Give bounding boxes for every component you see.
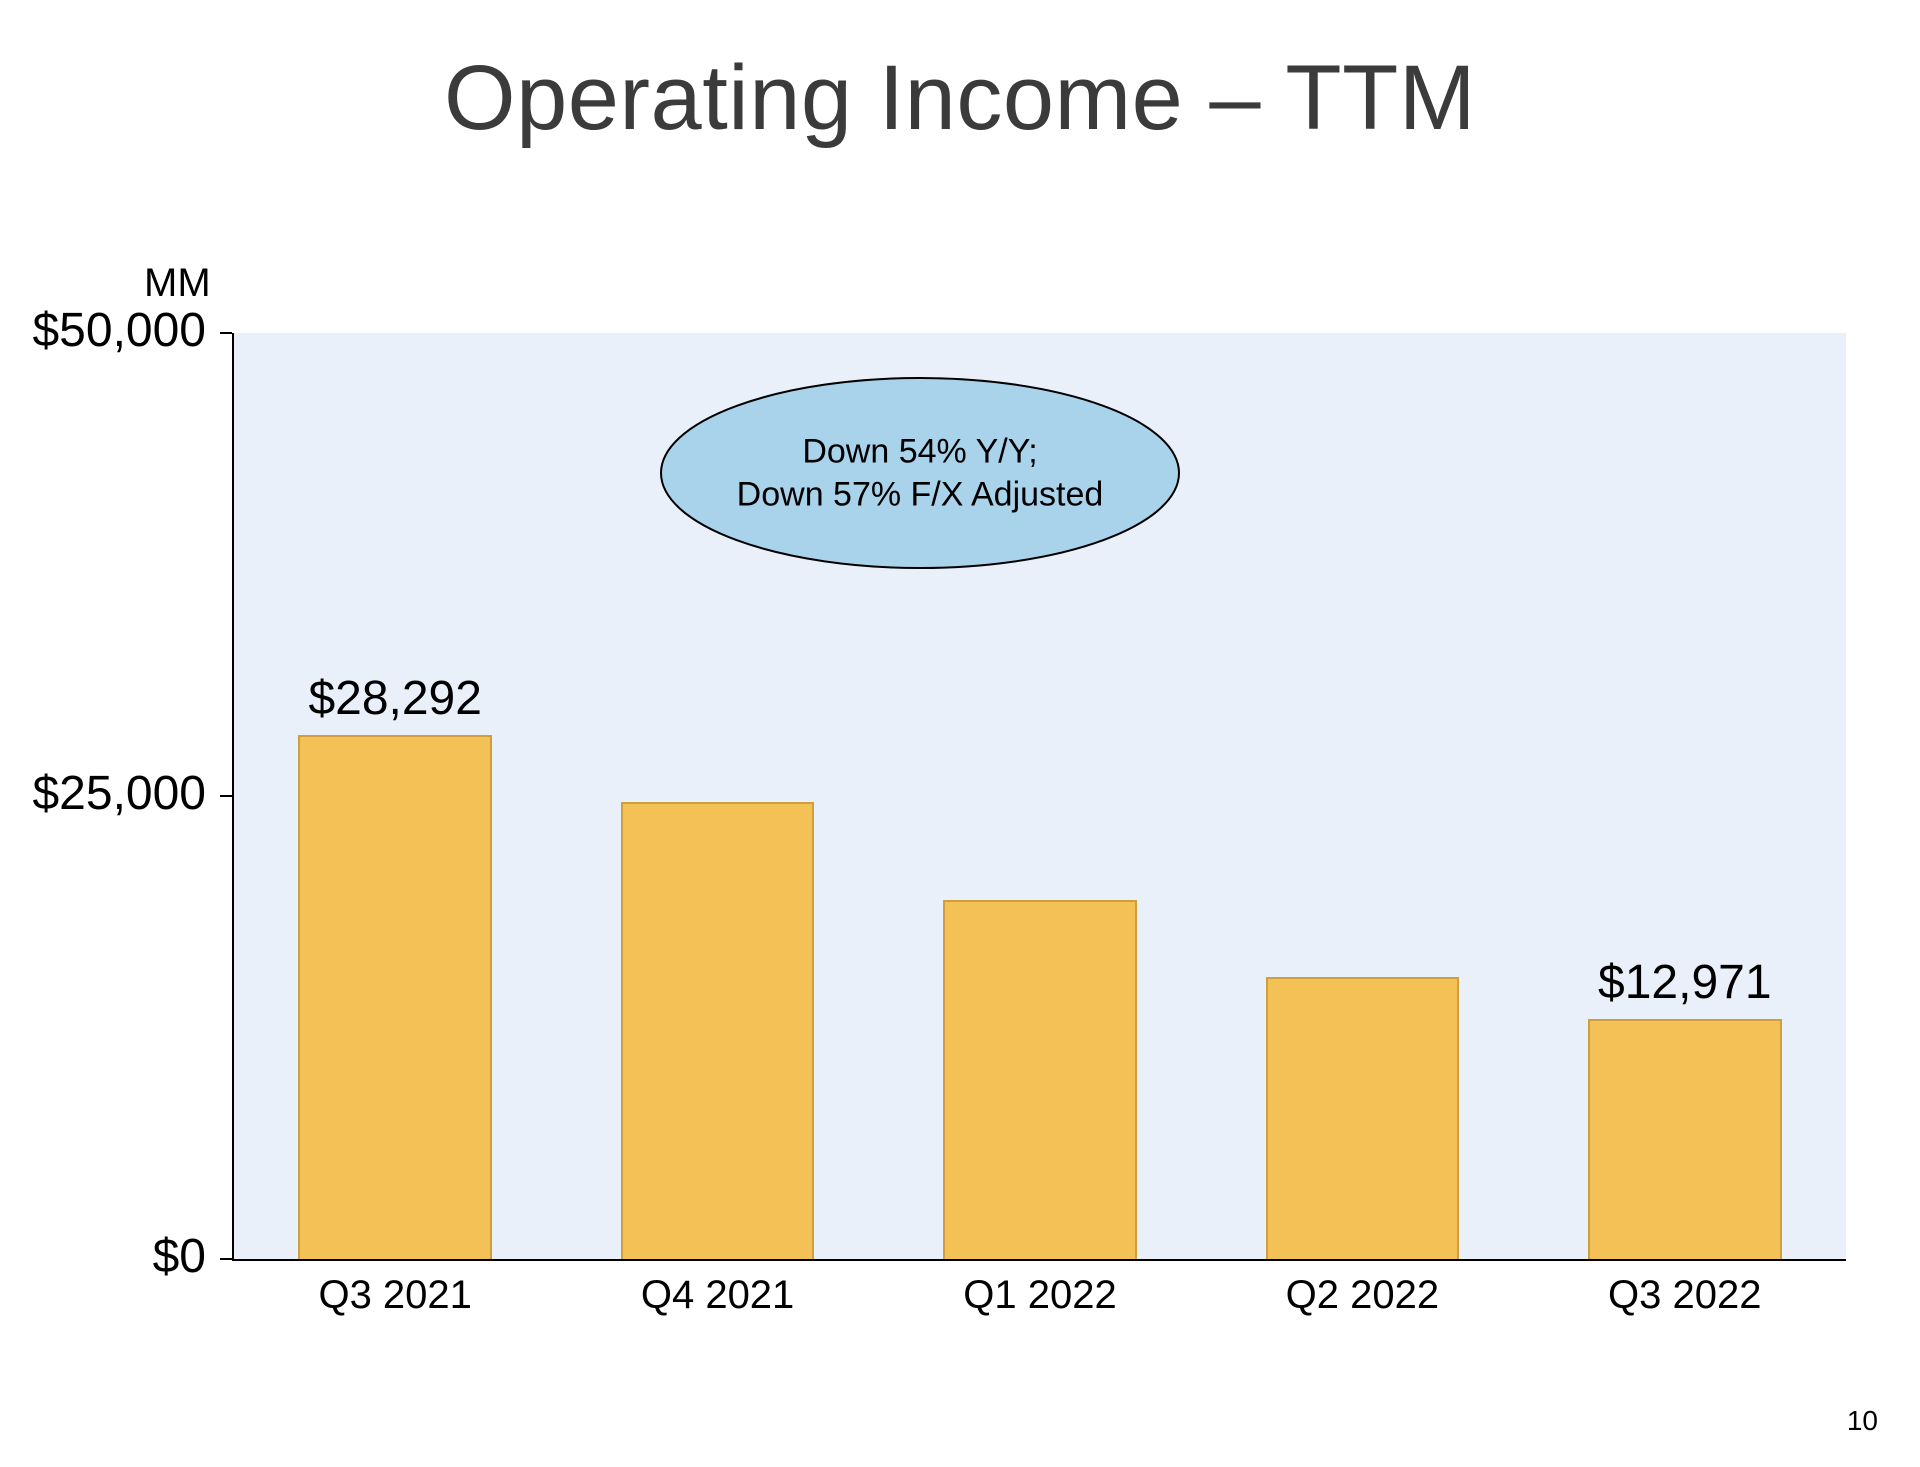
y-tick-label: $50,000 (0, 303, 206, 358)
y-axis (232, 333, 234, 1259)
y-tick (220, 332, 232, 334)
operating-income-chart: $0 $25,000 $50,000 $28,292 Q3 2021Q4 2021Q1 … (0, 0, 1920, 1467)
callout-text: Down 54% Y/Y;Down 57% F/X Adjusted (737, 431, 1104, 516)
x-tick-label: Q4 2021 (556, 1273, 878, 1318)
slide: Operating Income – TTM MM $0$25,000$50,0… (0, 0, 1920, 1467)
x-tick-label: Q3 2022 (1524, 1273, 1846, 1318)
page-number: 10 (1847, 1405, 1878, 1437)
x-tick-label: Q1 2022 (879, 1273, 1201, 1318)
bar-value-label: $28,292 (234, 671, 556, 726)
y-tick-label: $0 (0, 1229, 206, 1284)
y-tick-label: $25,000 (0, 766, 206, 821)
x-axis (232, 1259, 1846, 1261)
y-tick (220, 795, 232, 797)
bar (943, 900, 1136, 1259)
bar (298, 735, 491, 1259)
bar (621, 802, 814, 1259)
bar (1588, 1019, 1781, 1259)
x-tick-label: Q2 2022 (1201, 1273, 1523, 1318)
callout: Down 54% Y/Y;Down 57% F/X Adjusted (660, 377, 1180, 569)
y-tick (220, 1258, 232, 1260)
bar-value-label: $12,971 (1524, 955, 1846, 1010)
bar (1266, 977, 1459, 1259)
x-tick-label: Q3 2021 (234, 1273, 556, 1318)
